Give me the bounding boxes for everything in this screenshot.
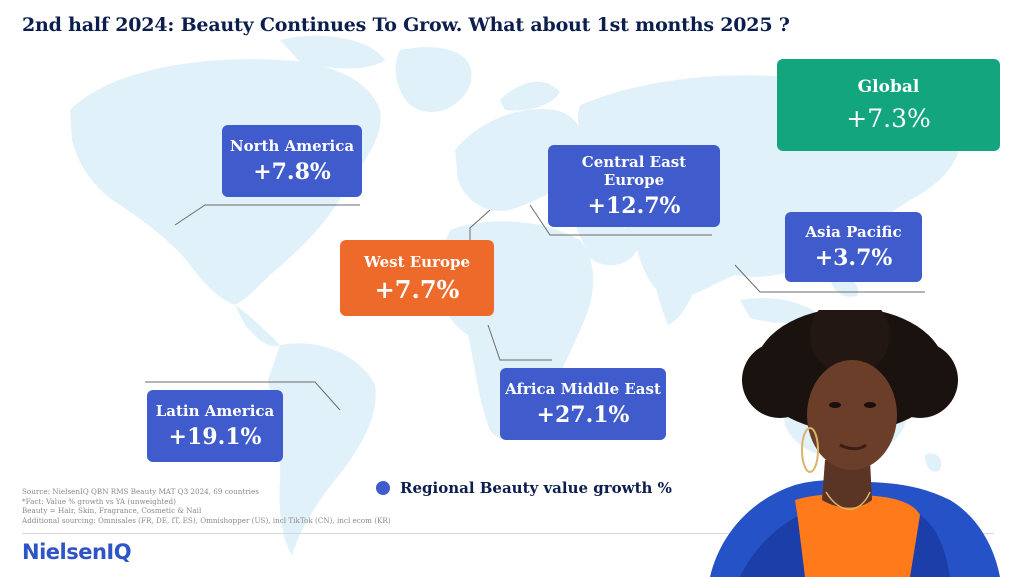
region-global: Global +7.3% — [777, 59, 1000, 151]
source-notes: Source: NielsenIQ QBN RMS Beauty MAT Q3 … — [22, 487, 422, 525]
region-name: North America — [229, 137, 355, 155]
region-value: +7.8% — [253, 159, 331, 185]
woman-photo-icon — [710, 310, 1000, 577]
legend-label: Regional Beauty value growth % — [400, 479, 672, 497]
footer-divider — [22, 533, 994, 534]
region-value: +7.7% — [374, 274, 460, 304]
legend: Regional Beauty value growth % — [376, 479, 672, 497]
region-name: Latin America — [155, 402, 275, 420]
region-value: +7.3% — [846, 103, 931, 133]
source-line: Source: NielsenIQ QBN RMS Beauty MAT Q3 … — [22, 487, 259, 496]
source-line: Beauty = Hair, Skin, Fragrance, Cosmetic… — [22, 506, 202, 516]
region-latin-america: Latin America +19.1% — [147, 390, 283, 462]
page-title: 2nd half 2024: Beauty Continues To Grow.… — [22, 14, 790, 36]
region-name: West Europe — [363, 252, 471, 271]
region-value: +3.7% — [814, 245, 893, 271]
region-central-east-europe: Central East Europe +12.7% — [548, 145, 720, 227]
region-name: Asia Pacific — [805, 223, 902, 241]
source-line: Additional sourcing: Omnisales (FR, DE, … — [22, 515, 391, 525]
region-africa-middle-east: Africa Middle East +27.1% — [500, 368, 666, 440]
region-west-europe: West Europe +7.7% — [340, 240, 494, 316]
region-value: +19.1% — [168, 424, 262, 450]
source-line: *Fact: Value % growth vs YA (unweighted) — [22, 496, 176, 506]
region-north-america: North America +7.8% — [222, 125, 362, 197]
blue-dot-icon — [376, 481, 390, 495]
region-value: +12.7% — [587, 193, 681, 219]
region-value: +27.1% — [536, 402, 630, 428]
region-name: Africa Middle East — [505, 380, 661, 398]
nielseniq-logo: NielsenIQ — [22, 540, 132, 564]
region-name: Central East Europe — [581, 153, 687, 189]
region-name: Global — [857, 76, 920, 97]
region-asia-pacific: Asia Pacific +3.7% — [785, 212, 922, 282]
